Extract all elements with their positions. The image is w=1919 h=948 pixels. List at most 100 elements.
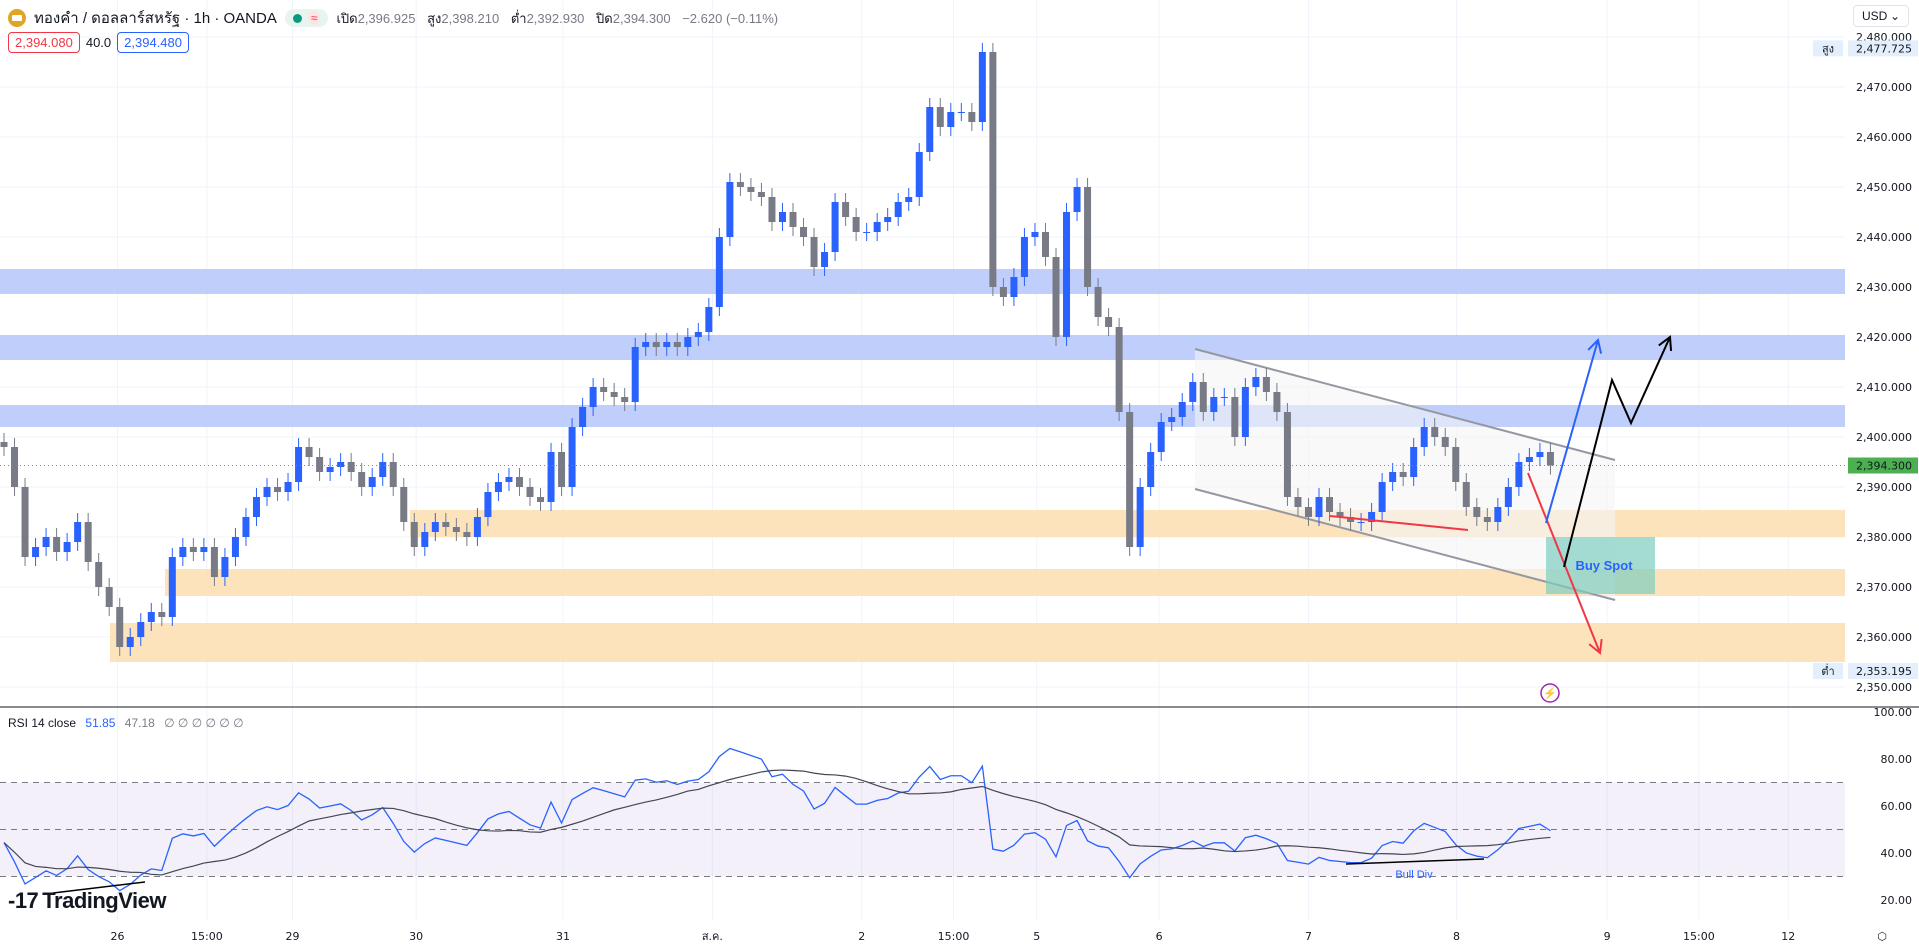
candle <box>1304 507 1312 517</box>
candle <box>1273 392 1281 412</box>
candle <box>515 477 523 487</box>
candle <box>684 337 692 347</box>
candle <box>95 562 103 587</box>
gold-symbol-icon <box>8 9 26 27</box>
candle <box>863 232 871 233</box>
candle <box>1368 512 1376 522</box>
resistance-zone <box>0 335 1845 360</box>
candle <box>1420 427 1428 447</box>
candle <box>494 482 502 492</box>
candle <box>442 522 450 527</box>
candle <box>694 332 702 337</box>
candle <box>821 252 829 267</box>
resistance-zone <box>0 405 1845 427</box>
candle <box>1399 472 1407 477</box>
rsi-tick: 20.00 <box>1881 894 1913 907</box>
candle <box>810 237 818 267</box>
candle <box>1189 382 1197 402</box>
candle <box>1063 212 1071 337</box>
sell-button[interactable]: 2,394.080 <box>8 32 80 53</box>
candle <box>221 557 229 577</box>
low-marker-label-bg <box>1813 663 1843 680</box>
candle <box>368 477 376 487</box>
market-open-icon <box>292 13 302 23</box>
candle <box>1315 497 1323 517</box>
buy-button[interactable]: 2,394.480 <box>117 32 189 53</box>
settings-icon[interactable]: ⬡ <box>1877 930 1887 943</box>
candle <box>1020 237 1028 277</box>
rsi-legend[interactable]: RSI 14 close 51.85 47.18 ∅ ∅ ∅ ∅ ∅ ∅ <box>8 716 244 730</box>
candle <box>0 442 8 447</box>
candle <box>1347 517 1355 522</box>
ohlc-values: เปิด2,396.925 สูง2,398.210 ต่ำ2,392.930 … <box>336 8 786 29</box>
candle <box>589 387 597 407</box>
high-marker: 2,477.725 <box>1856 42 1912 55</box>
candle <box>1283 412 1291 497</box>
bearish-arrow-head <box>1588 638 1603 655</box>
candle <box>1073 187 1081 212</box>
price-tick: 2,400.000 <box>1856 431 1912 444</box>
candle <box>852 217 860 232</box>
candle <box>1041 232 1049 257</box>
bullish-arrow <box>1545 339 1599 524</box>
candle <box>1441 437 1449 447</box>
candle <box>621 397 629 402</box>
candle <box>1515 462 1523 487</box>
candle <box>600 387 608 392</box>
open-label: เปิด <box>336 10 358 26</box>
high-marker-label: สูง <box>1822 42 1834 55</box>
candle <box>631 347 639 402</box>
currency-select[interactable]: USD ⌄ <box>1853 5 1909 27</box>
candle <box>1031 232 1039 237</box>
candle <box>1504 487 1512 507</box>
candle <box>421 532 429 547</box>
candle <box>347 462 355 472</box>
rsi-ma-line <box>3 769 1551 876</box>
bull-div-label: Bull Div <box>1395 869 1433 881</box>
price-tick: 2,430.000 <box>1856 281 1912 294</box>
candle <box>463 532 471 537</box>
candle <box>1389 472 1397 482</box>
bullish-path-arrow <box>1563 336 1671 568</box>
candle <box>1525 457 1533 462</box>
candle <box>926 107 934 152</box>
candle <box>894 202 902 217</box>
time-tick: 29 <box>286 930 300 943</box>
time-tick: ส.ค. <box>702 930 723 943</box>
candle <box>379 462 387 477</box>
rsi-value: 51.85 <box>85 716 116 730</box>
candle <box>473 517 481 537</box>
candle <box>74 522 82 542</box>
candle <box>21 487 29 557</box>
lower-low-line <box>1329 515 1469 531</box>
candle <box>1115 327 1123 412</box>
low-value: 2,392.930 <box>526 10 585 26</box>
symbol-title[interactable]: ทองคำ / ดอลลาร์สหรัฐ · 1h · OANDA <box>34 10 277 27</box>
candle <box>137 622 145 637</box>
tradingview-logo[interactable]: -17 TradingView <box>8 888 166 914</box>
candle <box>53 537 61 552</box>
candle <box>873 222 881 232</box>
time-tick: 15:00 <box>191 930 223 943</box>
currency-label: USD <box>1862 9 1888 23</box>
resistance-zone <box>0 269 1845 294</box>
market-status[interactable]: ≈ <box>284 9 329 27</box>
candle <box>778 212 786 222</box>
spread-value: 40.0 <box>85 35 112 50</box>
candle <box>32 547 40 557</box>
candle <box>1252 377 1260 387</box>
change-value: −2.620 (−0.11%) <box>682 10 779 26</box>
candle <box>337 462 345 467</box>
rsi-tick: 100.00 <box>1874 706 1913 719</box>
candle <box>326 467 334 472</box>
candle <box>1410 447 1418 477</box>
symbol-header: ทองคำ / ดอลลาร์สหรัฐ · 1h · OANDA ≈ เปิด… <box>8 6 786 30</box>
candle <box>663 342 671 347</box>
open-value: 2,396.925 <box>357 10 416 26</box>
candle <box>1452 447 1460 482</box>
candle <box>147 612 155 622</box>
candle <box>1546 452 1554 466</box>
candle <box>989 52 997 287</box>
candle <box>1136 487 1144 547</box>
